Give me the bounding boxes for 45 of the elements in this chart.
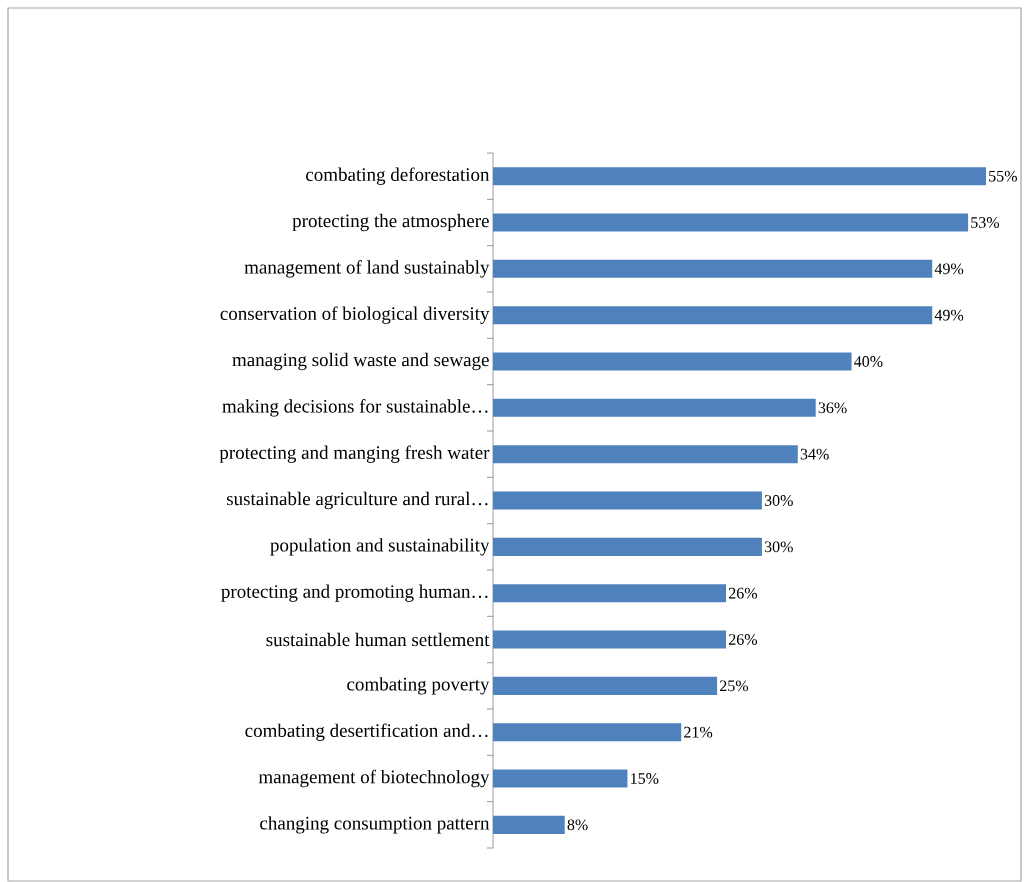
data-label: 15% [631,773,659,784]
bar [493,723,682,742]
bar [493,213,969,232]
data-label: 55% [989,170,1017,182]
bar [493,584,727,603]
data-label: 26% [728,634,758,645]
bar [493,445,798,464]
y-tick-label: sustainable human settlement [266,632,490,647]
bar [493,398,816,417]
data-label: 30% [764,495,793,506]
y-tick-label: population and sustainability [270,538,490,556]
data-label: 49% [934,263,964,275]
data-label: 53% [971,217,1000,228]
bar [493,306,933,325]
bar [493,630,727,649]
data-label: 40% [854,356,883,367]
bar [493,167,987,186]
data-label: 26% [728,587,758,599]
data-label: 30% [764,541,793,553]
data-label: 36% [818,402,847,414]
y-tick-label: management of biotechnology [258,769,490,788]
data-label: 25% [720,680,749,692]
data-label: 49% [934,309,964,321]
y-tick-label: combating desertification and… [245,723,488,741]
y-tick-label: combating poverty [347,677,490,695]
y-tick-label: protecting the atmosphere [292,213,489,232]
y-tick-label: changing consumption pattern [260,816,490,834]
y-tick-label: combating deforestation [306,167,490,185]
y-tick-label: management of land sustainably [244,260,490,278]
y-tick-label: sustainable agriculture and rural… [227,491,488,510]
bar [493,537,762,556]
bar [493,352,852,371]
data-label: 34% [800,448,829,460]
y-tick-label: protecting and promoting human… [221,584,488,602]
bar [493,676,718,695]
bar [493,491,762,510]
data-label: 21% [684,726,713,738]
data-label: 8% [567,819,588,831]
y-tick-label: making decisions for sustainable… [222,399,488,417]
bar [493,259,933,278]
y-tick-label: protecting and manging fresh water [219,445,490,463]
bar [493,815,565,834]
y-tick-label: managing solid waste and sewage [232,352,489,371]
bar [493,769,628,788]
y-tick-label: conservation of biological diversity [220,306,490,324]
